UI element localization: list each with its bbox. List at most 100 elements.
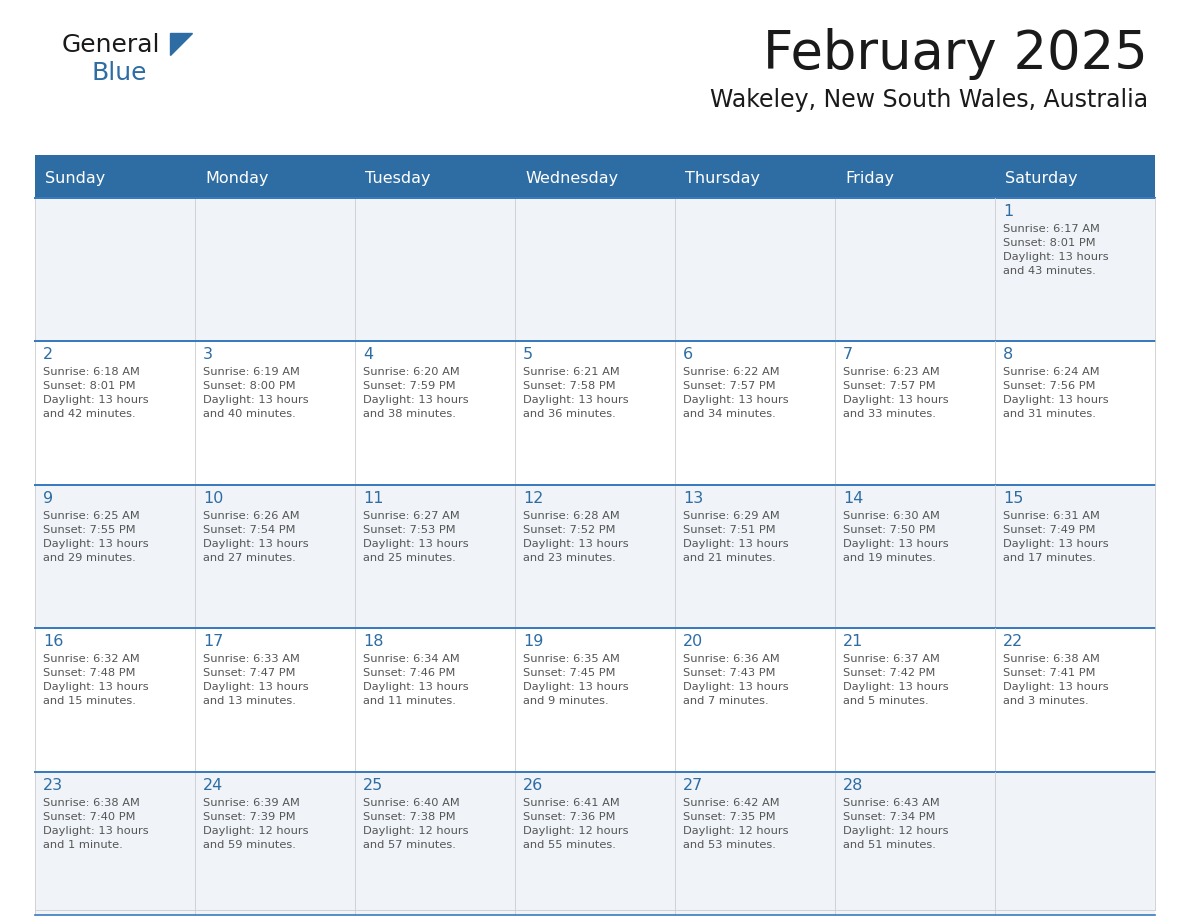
- Text: Sunday: Sunday: [45, 172, 106, 186]
- Bar: [675, 341, 835, 485]
- Bar: [516, 198, 675, 341]
- Text: 3: 3: [203, 347, 213, 363]
- Bar: [835, 772, 996, 915]
- Text: 12: 12: [523, 491, 543, 506]
- Text: 6: 6: [683, 347, 693, 363]
- Bar: [355, 341, 516, 485]
- Text: Monday: Monday: [206, 172, 268, 186]
- Bar: [195, 485, 355, 628]
- Bar: [675, 485, 835, 628]
- Text: Wednesday: Wednesday: [525, 172, 618, 186]
- Bar: [34, 485, 195, 628]
- Text: Sunrise: 6:28 AM
Sunset: 7:52 PM
Daylight: 13 hours
and 23 minutes.: Sunrise: 6:28 AM Sunset: 7:52 PM Dayligh…: [523, 510, 628, 563]
- Bar: [996, 772, 1155, 915]
- Text: 13: 13: [683, 491, 703, 506]
- Bar: [355, 485, 516, 628]
- Text: Tuesday: Tuesday: [365, 172, 430, 186]
- Text: 9: 9: [43, 491, 53, 506]
- Bar: [195, 341, 355, 485]
- Text: Sunrise: 6:41 AM
Sunset: 7:36 PM
Daylight: 12 hours
and 55 minutes.: Sunrise: 6:41 AM Sunset: 7:36 PM Dayligh…: [523, 798, 628, 849]
- Text: 19: 19: [523, 634, 543, 649]
- Text: Sunrise: 6:43 AM
Sunset: 7:34 PM
Daylight: 12 hours
and 51 minutes.: Sunrise: 6:43 AM Sunset: 7:34 PM Dayligh…: [843, 798, 948, 849]
- Text: Sunrise: 6:35 AM
Sunset: 7:45 PM
Daylight: 13 hours
and 9 minutes.: Sunrise: 6:35 AM Sunset: 7:45 PM Dayligh…: [523, 655, 628, 706]
- Text: Sunrise: 6:33 AM
Sunset: 7:47 PM
Daylight: 13 hours
and 13 minutes.: Sunrise: 6:33 AM Sunset: 7:47 PM Dayligh…: [203, 655, 309, 706]
- Text: 21: 21: [843, 634, 864, 649]
- Text: Sunrise: 6:39 AM
Sunset: 7:39 PM
Daylight: 12 hours
and 59 minutes.: Sunrise: 6:39 AM Sunset: 7:39 PM Dayligh…: [203, 798, 309, 849]
- Text: Sunrise: 6:31 AM
Sunset: 7:49 PM
Daylight: 13 hours
and 17 minutes.: Sunrise: 6:31 AM Sunset: 7:49 PM Dayligh…: [1003, 510, 1108, 563]
- Text: Saturday: Saturday: [1005, 172, 1078, 186]
- Text: 11: 11: [364, 491, 384, 506]
- Bar: [34, 155, 1155, 160]
- Text: 5: 5: [523, 347, 533, 363]
- Text: 14: 14: [843, 491, 864, 506]
- Text: 10: 10: [203, 491, 223, 506]
- Text: 25: 25: [364, 778, 384, 792]
- Bar: [675, 198, 835, 341]
- Text: Sunrise: 6:40 AM
Sunset: 7:38 PM
Daylight: 12 hours
and 57 minutes.: Sunrise: 6:40 AM Sunset: 7:38 PM Dayligh…: [364, 798, 468, 849]
- Text: Sunrise: 6:18 AM
Sunset: 8:01 PM
Daylight: 13 hours
and 42 minutes.: Sunrise: 6:18 AM Sunset: 8:01 PM Dayligh…: [43, 367, 148, 420]
- Bar: [355, 628, 516, 772]
- Bar: [516, 772, 675, 915]
- Text: Sunrise: 6:26 AM
Sunset: 7:54 PM
Daylight: 13 hours
and 27 minutes.: Sunrise: 6:26 AM Sunset: 7:54 PM Dayligh…: [203, 510, 309, 563]
- Text: Sunrise: 6:38 AM
Sunset: 7:40 PM
Daylight: 13 hours
and 1 minute.: Sunrise: 6:38 AM Sunset: 7:40 PM Dayligh…: [43, 798, 148, 849]
- Text: 15: 15: [1003, 491, 1023, 506]
- Bar: [675, 628, 835, 772]
- Bar: [34, 772, 195, 915]
- Polygon shape: [170, 33, 192, 55]
- Bar: [996, 198, 1155, 341]
- Text: Sunrise: 6:42 AM
Sunset: 7:35 PM
Daylight: 12 hours
and 53 minutes.: Sunrise: 6:42 AM Sunset: 7:35 PM Dayligh…: [683, 798, 789, 849]
- Bar: [34, 160, 1155, 198]
- Text: Sunrise: 6:38 AM
Sunset: 7:41 PM
Daylight: 13 hours
and 3 minutes.: Sunrise: 6:38 AM Sunset: 7:41 PM Dayligh…: [1003, 655, 1108, 706]
- Bar: [355, 772, 516, 915]
- Text: Sunrise: 6:22 AM
Sunset: 7:57 PM
Daylight: 13 hours
and 34 minutes.: Sunrise: 6:22 AM Sunset: 7:57 PM Dayligh…: [683, 367, 789, 420]
- Bar: [996, 485, 1155, 628]
- Bar: [996, 628, 1155, 772]
- Text: 7: 7: [843, 347, 853, 363]
- Bar: [34, 628, 195, 772]
- Text: 2: 2: [43, 347, 53, 363]
- Bar: [195, 772, 355, 915]
- Bar: [835, 485, 996, 628]
- Text: 16: 16: [43, 634, 63, 649]
- Text: 20: 20: [683, 634, 703, 649]
- Text: 22: 22: [1003, 634, 1023, 649]
- Bar: [195, 198, 355, 341]
- Text: Wakeley, New South Wales, Australia: Wakeley, New South Wales, Australia: [710, 88, 1148, 112]
- Text: Sunrise: 6:27 AM
Sunset: 7:53 PM
Daylight: 13 hours
and 25 minutes.: Sunrise: 6:27 AM Sunset: 7:53 PM Dayligh…: [364, 510, 468, 563]
- Bar: [835, 198, 996, 341]
- Text: February 2025: February 2025: [763, 28, 1148, 80]
- Bar: [675, 772, 835, 915]
- Text: Sunrise: 6:20 AM
Sunset: 7:59 PM
Daylight: 13 hours
and 38 minutes.: Sunrise: 6:20 AM Sunset: 7:59 PM Dayligh…: [364, 367, 468, 420]
- Bar: [996, 341, 1155, 485]
- Text: Sunrise: 6:32 AM
Sunset: 7:48 PM
Daylight: 13 hours
and 15 minutes.: Sunrise: 6:32 AM Sunset: 7:48 PM Dayligh…: [43, 655, 148, 706]
- Text: 18: 18: [364, 634, 384, 649]
- Text: 17: 17: [203, 634, 223, 649]
- Bar: [516, 628, 675, 772]
- Bar: [34, 341, 195, 485]
- Text: Sunrise: 6:37 AM
Sunset: 7:42 PM
Daylight: 13 hours
and 5 minutes.: Sunrise: 6:37 AM Sunset: 7:42 PM Dayligh…: [843, 655, 949, 706]
- Text: Sunrise: 6:23 AM
Sunset: 7:57 PM
Daylight: 13 hours
and 33 minutes.: Sunrise: 6:23 AM Sunset: 7:57 PM Dayligh…: [843, 367, 949, 420]
- Text: Sunrise: 6:17 AM
Sunset: 8:01 PM
Daylight: 13 hours
and 43 minutes.: Sunrise: 6:17 AM Sunset: 8:01 PM Dayligh…: [1003, 224, 1108, 276]
- Text: 8: 8: [1003, 347, 1013, 363]
- Text: Blue: Blue: [91, 61, 147, 85]
- Text: Sunrise: 6:34 AM
Sunset: 7:46 PM
Daylight: 13 hours
and 11 minutes.: Sunrise: 6:34 AM Sunset: 7:46 PM Dayligh…: [364, 655, 468, 706]
- Text: Sunrise: 6:21 AM
Sunset: 7:58 PM
Daylight: 13 hours
and 36 minutes.: Sunrise: 6:21 AM Sunset: 7:58 PM Dayligh…: [523, 367, 628, 420]
- Text: 26: 26: [523, 778, 543, 792]
- Bar: [516, 485, 675, 628]
- Text: 23: 23: [43, 778, 63, 792]
- Bar: [195, 628, 355, 772]
- Text: 24: 24: [203, 778, 223, 792]
- Text: Sunrise: 6:30 AM
Sunset: 7:50 PM
Daylight: 13 hours
and 19 minutes.: Sunrise: 6:30 AM Sunset: 7:50 PM Dayligh…: [843, 510, 949, 563]
- Bar: [835, 341, 996, 485]
- Bar: [34, 198, 195, 341]
- Text: Friday: Friday: [845, 172, 895, 186]
- Bar: [835, 628, 996, 772]
- Text: 4: 4: [364, 347, 373, 363]
- Text: 1: 1: [1003, 204, 1013, 219]
- Bar: [355, 198, 516, 341]
- Text: General: General: [62, 33, 160, 57]
- Text: 27: 27: [683, 778, 703, 792]
- Text: Sunrise: 6:25 AM
Sunset: 7:55 PM
Daylight: 13 hours
and 29 minutes.: Sunrise: 6:25 AM Sunset: 7:55 PM Dayligh…: [43, 510, 148, 563]
- Text: Sunrise: 6:29 AM
Sunset: 7:51 PM
Daylight: 13 hours
and 21 minutes.: Sunrise: 6:29 AM Sunset: 7:51 PM Dayligh…: [683, 510, 789, 563]
- Text: Sunrise: 6:24 AM
Sunset: 7:56 PM
Daylight: 13 hours
and 31 minutes.: Sunrise: 6:24 AM Sunset: 7:56 PM Dayligh…: [1003, 367, 1108, 420]
